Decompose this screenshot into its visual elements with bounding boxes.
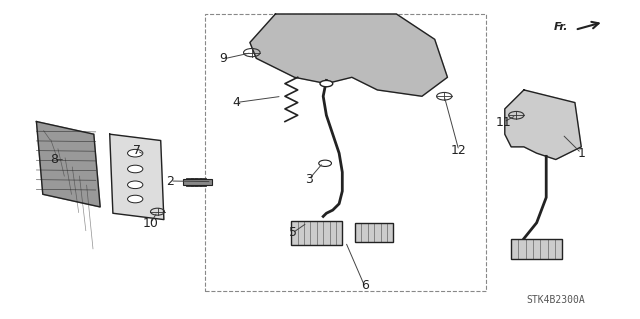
Polygon shape bbox=[109, 134, 164, 219]
Bar bbox=[183, 179, 212, 185]
Polygon shape bbox=[505, 90, 581, 160]
Bar bbox=[355, 223, 394, 242]
Text: 8: 8 bbox=[50, 153, 58, 166]
Bar bbox=[186, 178, 193, 186]
Text: 7: 7 bbox=[133, 144, 141, 157]
Text: 10: 10 bbox=[143, 217, 159, 230]
Bar bbox=[191, 178, 197, 186]
Text: Fr.: Fr. bbox=[554, 22, 568, 32]
Polygon shape bbox=[36, 122, 100, 207]
Text: 9: 9 bbox=[220, 52, 227, 65]
Circle shape bbox=[319, 160, 332, 167]
Bar bbox=[205, 14, 486, 291]
Text: 11: 11 bbox=[495, 116, 511, 129]
Circle shape bbox=[127, 149, 143, 157]
Text: 2: 2 bbox=[166, 174, 174, 188]
Text: 6: 6 bbox=[361, 279, 369, 293]
Bar bbox=[200, 178, 206, 186]
Circle shape bbox=[320, 80, 333, 87]
Text: 3: 3 bbox=[305, 173, 313, 186]
Text: 1: 1 bbox=[577, 147, 585, 160]
Circle shape bbox=[127, 195, 143, 203]
Bar bbox=[195, 178, 202, 186]
Bar bbox=[511, 239, 562, 259]
Text: 12: 12 bbox=[451, 144, 467, 157]
Polygon shape bbox=[250, 14, 447, 96]
Text: 5: 5 bbox=[289, 226, 296, 239]
Bar bbox=[291, 221, 342, 245]
Circle shape bbox=[127, 165, 143, 173]
Text: 4: 4 bbox=[232, 96, 240, 109]
Circle shape bbox=[127, 181, 143, 189]
Text: STK4B2300A: STK4B2300A bbox=[526, 295, 585, 305]
